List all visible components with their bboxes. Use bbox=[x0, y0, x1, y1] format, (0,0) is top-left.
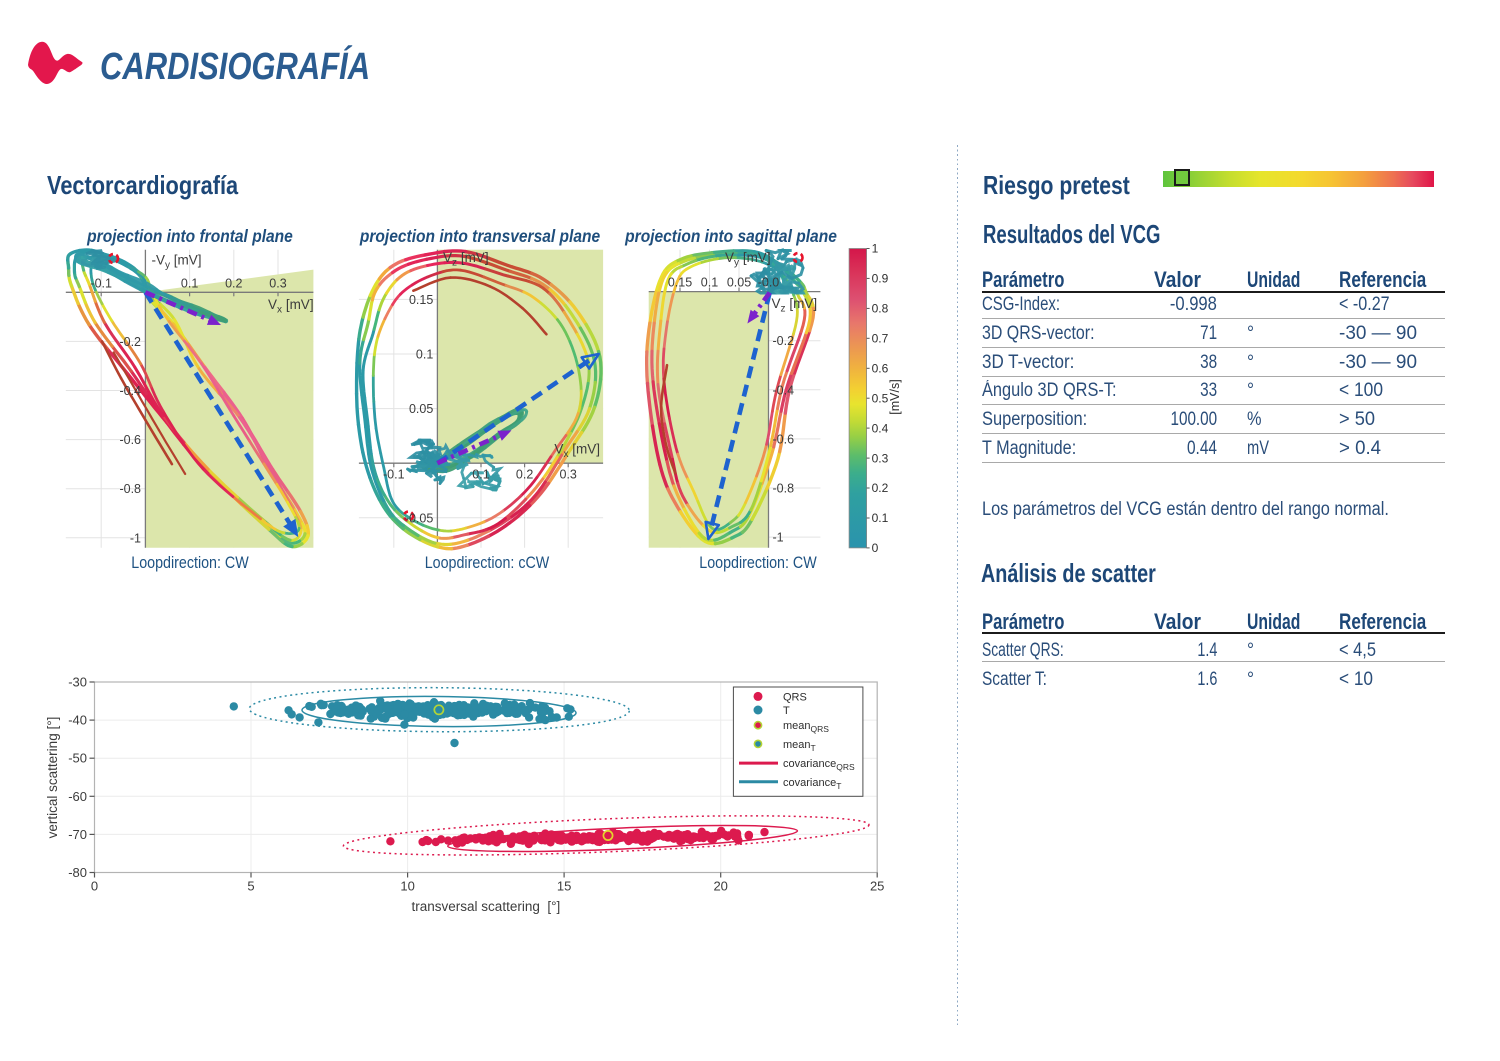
svg-text:0.9: 0.9 bbox=[872, 272, 889, 286]
svg-text:-1: -1 bbox=[773, 531, 784, 545]
svg-text:-60: -60 bbox=[68, 789, 87, 804]
svg-text:0.1: 0.1 bbox=[181, 277, 198, 291]
svg-text:-0.4: -0.4 bbox=[773, 383, 795, 397]
svg-text:transversal scattering [°]: transversal scattering [°] bbox=[412, 899, 561, 914]
svg-text:QRS: QRS bbox=[783, 691, 807, 703]
svg-text:0.3: 0.3 bbox=[872, 451, 889, 465]
svg-text:0.1: 0.1 bbox=[701, 276, 718, 290]
svg-text:covarianceT: covarianceT bbox=[783, 777, 841, 791]
svg-text:-50: -50 bbox=[68, 751, 87, 766]
svg-text:5: 5 bbox=[247, 879, 254, 894]
svg-text:0.8: 0.8 bbox=[872, 302, 889, 316]
svg-text:-80: -80 bbox=[68, 865, 87, 880]
svg-text:0.15: 0.15 bbox=[668, 276, 692, 290]
svg-text:[mV/s]: [mV/s] bbox=[888, 379, 902, 414]
svg-text:0.3: 0.3 bbox=[560, 468, 577, 482]
svg-text:0.6: 0.6 bbox=[872, 362, 889, 376]
svg-text:-30: -30 bbox=[68, 675, 87, 690]
svg-text:-0.1: -0.1 bbox=[383, 468, 405, 482]
svg-text:T: T bbox=[783, 705, 790, 717]
svg-text:-0.05: -0.05 bbox=[405, 511, 434, 525]
svg-text:-0.6: -0.6 bbox=[119, 433, 141, 447]
svg-text:0.2: 0.2 bbox=[872, 481, 889, 495]
svg-text:-0.0: -0.0 bbox=[758, 276, 780, 290]
svg-text:meanT: meanT bbox=[783, 739, 816, 753]
svg-text:-0.8: -0.8 bbox=[773, 482, 795, 496]
svg-text:0.4: 0.4 bbox=[872, 421, 889, 435]
svg-text:25: 25 bbox=[870, 879, 884, 894]
svg-text:0.3: 0.3 bbox=[269, 277, 286, 291]
svg-text:0.1: 0.1 bbox=[472, 468, 489, 482]
svg-text:0.2: 0.2 bbox=[516, 468, 533, 482]
svg-text:0: 0 bbox=[91, 879, 98, 894]
svg-text:-0.2: -0.2 bbox=[773, 334, 795, 348]
svg-text:0.05: 0.05 bbox=[727, 276, 751, 290]
svg-text:-Vy [mV]: -Vy [mV] bbox=[152, 253, 202, 272]
svg-text:-0.2: -0.2 bbox=[119, 335, 141, 349]
svg-text:10: 10 bbox=[400, 879, 414, 894]
svg-text:0.15: 0.15 bbox=[409, 293, 433, 307]
svg-text:0.1: 0.1 bbox=[416, 348, 433, 362]
svg-text:20: 20 bbox=[713, 879, 727, 894]
svg-text:0.7: 0.7 bbox=[872, 332, 889, 346]
svg-text:Vy [mV]: Vy [mV] bbox=[725, 250, 771, 269]
svg-text:0.2: 0.2 bbox=[225, 277, 242, 291]
svg-text:0.1: 0.1 bbox=[872, 511, 889, 525]
svg-text:-0.6: -0.6 bbox=[773, 432, 795, 446]
svg-text:15: 15 bbox=[557, 879, 571, 894]
svg-text:-0.8: -0.8 bbox=[119, 482, 141, 496]
svg-text:0.5: 0.5 bbox=[872, 391, 889, 405]
svg-text:vertical scattering [°]: vertical scattering [°] bbox=[45, 717, 60, 839]
svg-text:covarianceQRS: covarianceQRS bbox=[783, 758, 855, 772]
svg-text:-40: -40 bbox=[68, 713, 87, 728]
svg-text:-1: -1 bbox=[130, 531, 141, 545]
svg-text:1: 1 bbox=[872, 242, 879, 256]
svg-text:-0.4: -0.4 bbox=[119, 384, 141, 398]
svg-text:0: 0 bbox=[872, 541, 879, 555]
svg-text:-70: -70 bbox=[68, 827, 87, 842]
svg-text:0.05: 0.05 bbox=[409, 402, 433, 416]
svg-text:-0.1: -0.1 bbox=[90, 277, 112, 291]
svg-text:Vx [mV]: Vx [mV] bbox=[554, 442, 600, 461]
svg-text:meanQRS: meanQRS bbox=[783, 720, 829, 734]
